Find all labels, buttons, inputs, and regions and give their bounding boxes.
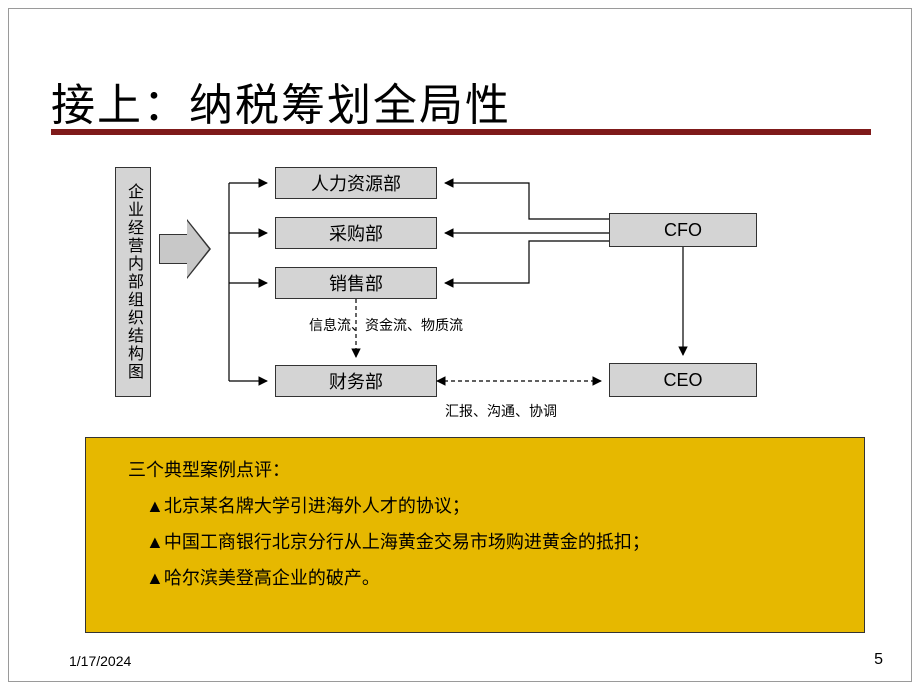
node-cfo: CFO [609, 213, 757, 247]
block-arrow-icon [159, 219, 211, 279]
label-flows: 信息流、资金流、物质流 [309, 315, 463, 335]
node-sales: 销售部 [275, 267, 437, 299]
label-report: 汇报、沟通、协调 [441, 401, 561, 421]
footer-date: 1/17/2024 [69, 653, 131, 669]
panel-heading: 三个典型案例点评： [110, 452, 840, 488]
footer-page: 5 [874, 651, 883, 669]
edge-cfo-sales [445, 241, 609, 283]
node-org-chart-label: 企业经营内部组织结构图 [115, 167, 151, 397]
edge-cfo-hr [445, 183, 609, 219]
slide-title: 接上：纳税筹划全局性 [51, 69, 511, 133]
panel-item: ▲哈尔滨美登高企业的破产。 [110, 560, 840, 596]
panel-item: ▲北京某名牌大学引进海外人才的协议； [110, 488, 840, 524]
node-finance: 财务部 [275, 365, 437, 397]
panel-item: ▲中国工商银行北京分行从上海黄金交易市场购进黄金的抵扣； [110, 524, 840, 560]
node-hr: 人力资源部 [275, 167, 437, 199]
node-procure: 采购部 [275, 217, 437, 249]
slide-frame: 接上：纳税筹划全局性 企业经营内部组织结构图 人力资源部 采购部 销售部 财务部… [8, 8, 912, 682]
title-underline [51, 129, 871, 135]
case-panel: 三个典型案例点评： ▲北京某名牌大学引进海外人才的协议；▲中国工商银行北京分行从… [85, 437, 865, 633]
node-ceo: CEO [609, 363, 757, 397]
